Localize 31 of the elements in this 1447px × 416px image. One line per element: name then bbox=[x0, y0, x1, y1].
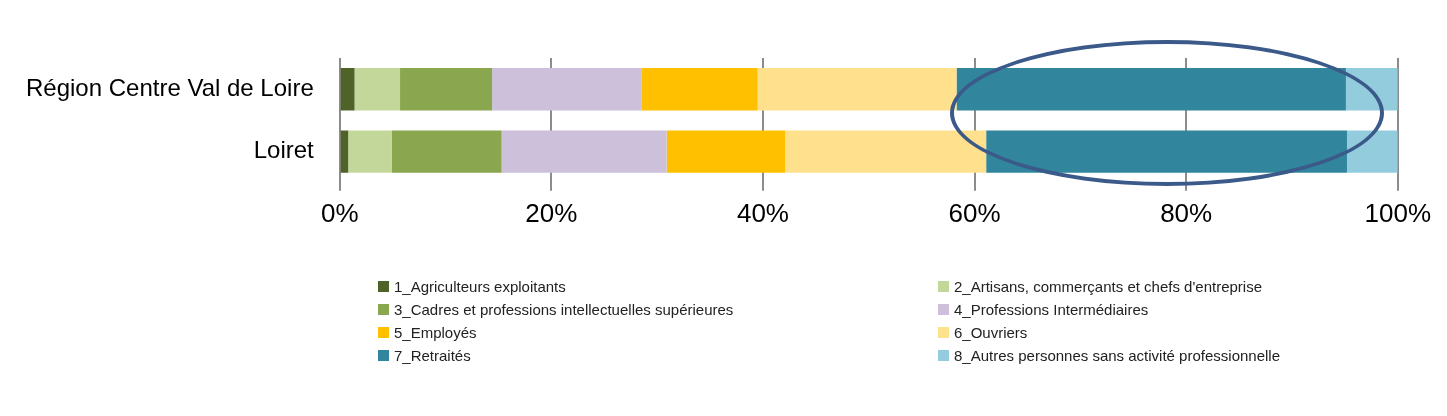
bar bbox=[666, 130, 786, 173]
bar bbox=[757, 67, 957, 111]
bar bbox=[400, 67, 493, 111]
bar bbox=[354, 67, 401, 111]
legend-label: 4_Professions Intermédiaires bbox=[954, 301, 1149, 318]
legend-label: 6_Ouvriers bbox=[954, 324, 1028, 341]
x-tick-label: 60% bbox=[948, 197, 1001, 228]
x-tick-label: 80% bbox=[1160, 197, 1213, 228]
bar bbox=[492, 67, 642, 111]
x-tick-label: 100% bbox=[1364, 197, 1431, 228]
bar bbox=[986, 130, 1347, 173]
bar bbox=[956, 67, 1346, 111]
bar bbox=[501, 130, 667, 173]
x-tick-label: 0% bbox=[320, 197, 359, 228]
bar bbox=[348, 130, 392, 173]
x-tick-label: 20% bbox=[525, 197, 578, 228]
bar bbox=[785, 130, 987, 173]
y-tick-label: Loiret bbox=[253, 136, 315, 164]
bar bbox=[641, 67, 758, 111]
bar bbox=[391, 130, 502, 173]
x-tick-label: 40% bbox=[736, 197, 789, 228]
legend-label: 1_Agriculteurs exploitants bbox=[394, 278, 566, 295]
legend-label: 7_Retraités bbox=[394, 347, 471, 364]
y-tick-label: Région Centre Val de Loire bbox=[26, 73, 314, 101]
legend-label: 5_Employés bbox=[394, 324, 477, 341]
legend-label: 8_Autres personnes sans activité professionnelle bbox=[954, 347, 1281, 364]
bar bbox=[340, 67, 355, 111]
bar bbox=[340, 130, 349, 173]
bar bbox=[1346, 130, 1398, 173]
legend-label: 3_Cadres et professions intellectuelles supérieures bbox=[394, 301, 734, 318]
legend-label: 2_Artisans, commerçants et chefs d'entreprise bbox=[954, 278, 1262, 295]
